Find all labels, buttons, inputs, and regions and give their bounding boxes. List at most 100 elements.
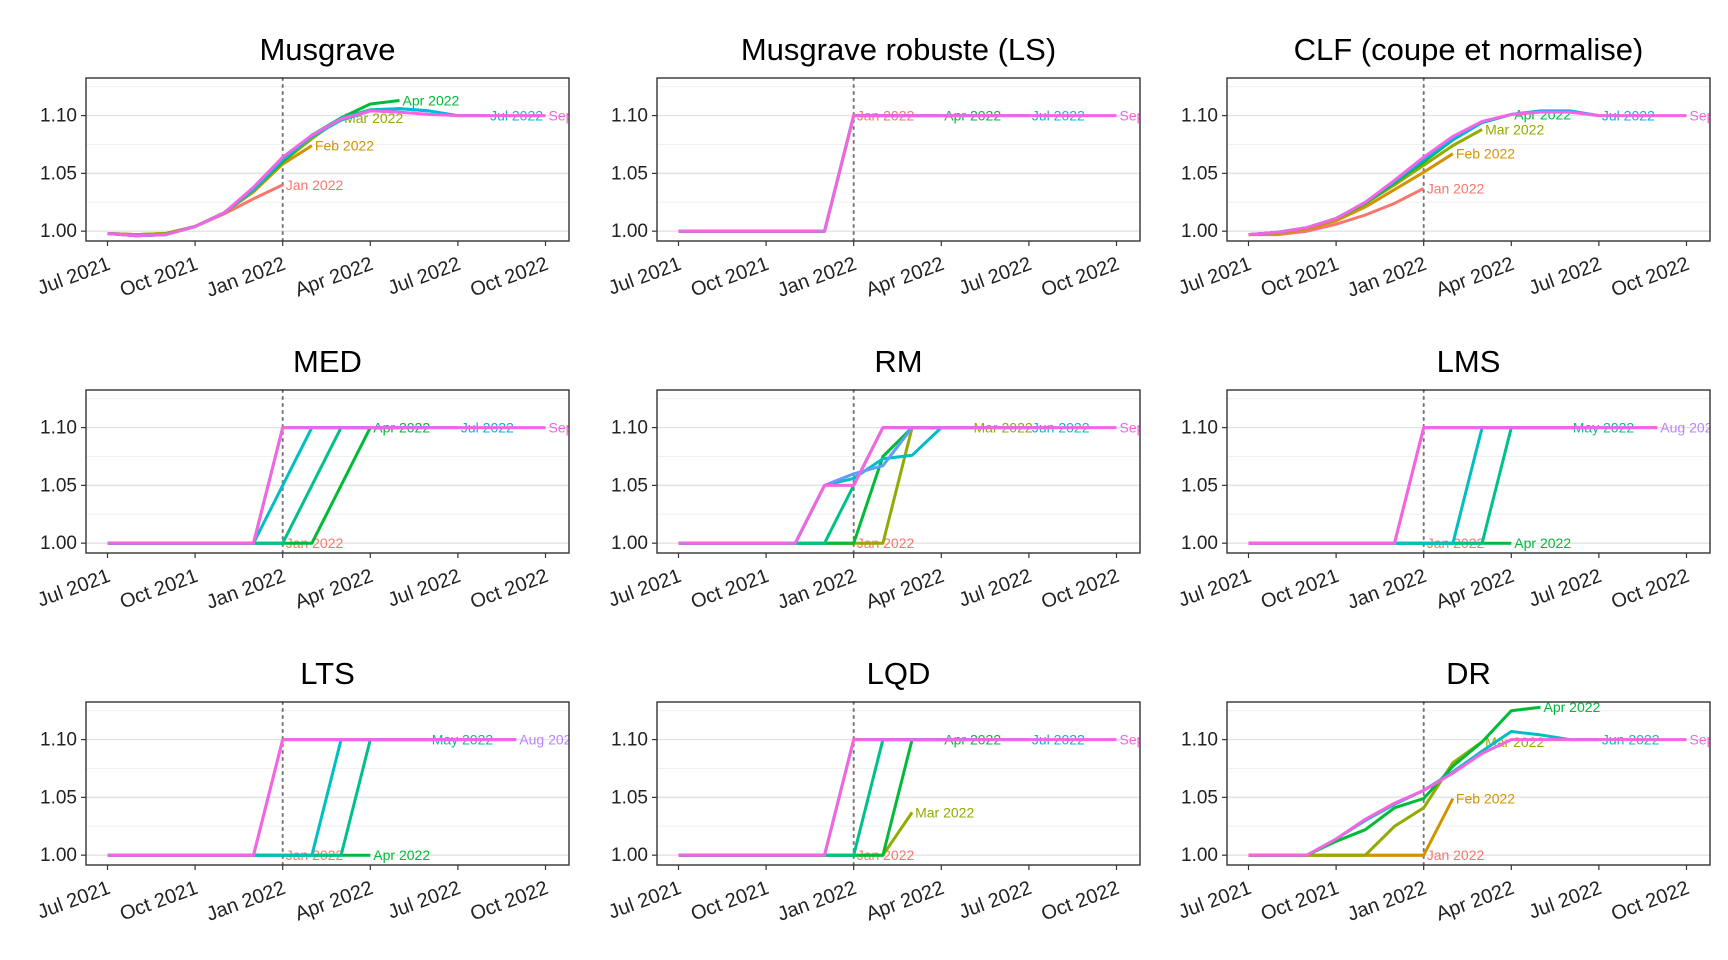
x-tick-label: Oct 2022 [467, 565, 551, 613]
x-tick-label: Jul 2022 [385, 565, 464, 612]
series-line [678, 426, 1117, 545]
panel-title: DR [1446, 656, 1491, 691]
panel-border [656, 389, 1141, 554]
x-tick-label: Apr 2022 [1433, 253, 1517, 301]
x-tick-label: Oct 2022 [467, 877, 551, 925]
series-end-label: Jan 2022 [286, 535, 344, 551]
panel-title: LMS [1437, 344, 1501, 379]
x-tick-label: Jul 2022 [1526, 253, 1605, 300]
x-tick-label: Jul 2022 [1526, 565, 1605, 612]
x-tick-label: Jul 2021 [35, 253, 114, 300]
x-tick-label: Jan 2022 [775, 565, 860, 614]
x-tick-label: Jul 2022 [956, 253, 1035, 300]
x-tick-label: Jul 2022 [1526, 877, 1605, 924]
x-tick-label: Jul 2021 [35, 877, 114, 924]
panel-border [656, 701, 1141, 866]
x-tick-label: Jul 2022 [956, 877, 1035, 924]
series-line [678, 738, 1117, 857]
y-tick-label: 1.00 [1181, 221, 1218, 242]
x-tick-label: Jan 2022 [204, 877, 289, 926]
panel-title: RM [874, 344, 922, 379]
x-tick-label: Jul 2022 [956, 565, 1035, 612]
panel-title: LQD [867, 656, 931, 691]
series-line [107, 738, 517, 857]
panel-title: MED [293, 344, 362, 379]
series-end-label: Apr 2022 [1544, 699, 1601, 715]
x-tick-label: Oct 2022 [467, 253, 551, 301]
series-end-label: Sep 2022 [1120, 108, 1180, 124]
y-tick-label: 1.10 [1181, 106, 1218, 127]
y-tick-label: 1.05 [1181, 163, 1218, 184]
series-end-label: Aug 2022 [1660, 420, 1720, 436]
x-tick-label: Jul 2021 [1176, 253, 1255, 300]
panel: CLF (coupe et normalise) 1.00 1.05 1.10 Jul … [1176, 32, 1711, 302]
panel-background [1227, 78, 1710, 241]
series-end-label: Sep 2022 [1690, 732, 1728, 748]
y-tick-label: 1.10 [611, 106, 648, 127]
x-tick-label: Jan 2022 [775, 877, 860, 926]
x-tick-label: Jan 2022 [1345, 565, 1430, 614]
y-tick-label: 1.10 [40, 418, 77, 439]
panel-title: LTS [300, 656, 355, 691]
panel-background [86, 390, 569, 553]
series-end-label: Apr 2022 [403, 93, 460, 109]
y-tick-label: 1.00 [611, 221, 648, 242]
x-tick-label: Jul 2021 [1176, 877, 1255, 924]
panel-background [657, 78, 1140, 241]
series-end-label: Apr 2022 [373, 847, 430, 863]
y-tick-label: 1.10 [1181, 418, 1218, 439]
x-tick-label: Oct 2022 [1608, 565, 1692, 613]
x-tick-label: Apr 2022 [863, 877, 947, 925]
x-tick-label: Jul 2021 [35, 565, 114, 612]
series-end-label: Sep 2022 [549, 108, 609, 124]
x-tick-label: Jan 2022 [204, 565, 289, 614]
x-tick-label: Oct 2021 [1258, 877, 1342, 925]
x-tick-label: Jul 2022 [385, 877, 464, 924]
x-tick-label: Jan 2022 [1345, 877, 1430, 926]
series-line [678, 114, 1117, 233]
x-tick-label: Jan 2022 [204, 253, 289, 302]
y-tick-label: 1.10 [40, 106, 77, 127]
series-end-label: Feb 2022 [1456, 791, 1515, 807]
x-tick-label: Apr 2022 [863, 565, 947, 613]
series-line [1248, 110, 1687, 237]
panel-background [86, 702, 569, 865]
x-tick-label: Oct 2021 [117, 877, 201, 925]
y-tick-label: 1.05 [611, 475, 648, 496]
panel-background [657, 702, 1140, 865]
series-end-label: Sep 2022 [1120, 732, 1180, 748]
y-tick-label: 1.05 [611, 163, 648, 184]
y-tick-label: 1.00 [611, 533, 648, 554]
y-tick-label: 1.10 [40, 730, 77, 751]
x-tick-label: Oct 2022 [1038, 253, 1122, 301]
y-tick-label: 1.00 [611, 845, 648, 866]
x-tick-label: Apr 2022 [1433, 565, 1517, 613]
y-tick-label: 1.05 [40, 787, 77, 808]
y-tick-label: 1.00 [1181, 845, 1218, 866]
panel-background [86, 78, 569, 241]
x-tick-label: Oct 2022 [1608, 877, 1692, 925]
x-tick-label: Jul 2021 [606, 565, 685, 612]
panel-title: Musgrave [259, 32, 395, 67]
x-tick-label: Oct 2022 [1038, 565, 1122, 613]
series-end-label: Jan 2022 [857, 535, 915, 551]
panel-background [1227, 390, 1710, 553]
series-line [107, 109, 546, 238]
x-tick-label: Jan 2022 [1345, 253, 1430, 302]
x-tick-label: Oct 2022 [1608, 253, 1692, 301]
y-tick-label: 1.10 [611, 418, 648, 439]
y-tick-label: 1.05 [40, 163, 77, 184]
x-tick-label: Oct 2021 [117, 253, 201, 301]
x-tick-label: Jul 2021 [606, 253, 685, 300]
